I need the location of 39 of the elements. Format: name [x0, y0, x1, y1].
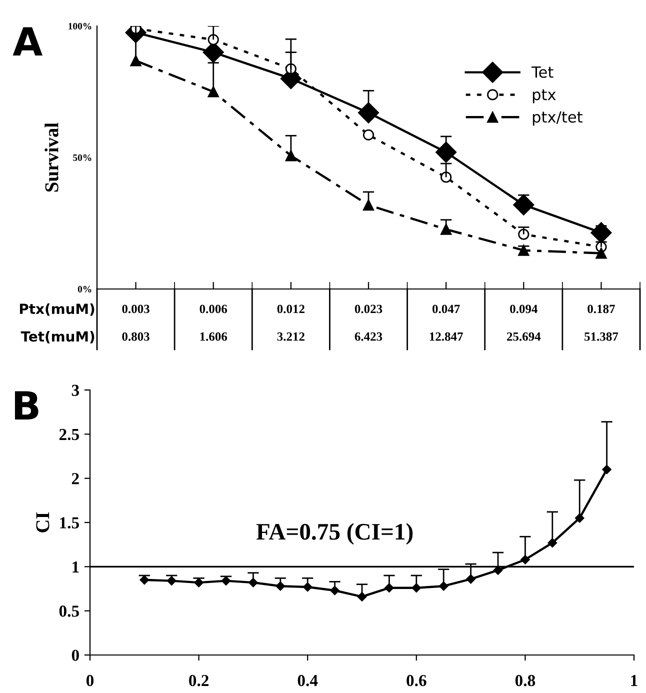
- legend-label: ptx: [532, 89, 556, 104]
- text: 0.803: [122, 332, 150, 341]
- x-tick-label: 0.187: [588, 304, 615, 314]
- legend-label: Tet: [532, 66, 554, 78]
- x-tick-label: 0.006: [200, 304, 228, 314]
- y-axis-title: Survival: [44, 122, 58, 192]
- x-tick-label: 0.047: [432, 304, 460, 314]
- x-tick-label: 0.4: [298, 674, 318, 686]
- x-tick-label: 0.003: [122, 304, 150, 314]
- x-tick-label: 0.012: [277, 304, 304, 314]
- text: 25.694: [506, 332, 541, 341]
- y-tick-label: 1.5: [60, 517, 79, 529]
- y-tick-label: 2.5: [59, 428, 79, 440]
- text: 3.212: [277, 332, 304, 341]
- text: Ptx(muM): [20, 303, 94, 316]
- x-tick-label: 0.023: [354, 304, 382, 314]
- y-tick-label: 2: [72, 473, 79, 484]
- y-tick-label: 50%: [73, 154, 92, 161]
- y-axis-title: CI: [36, 512, 50, 532]
- y-tick-label: 0.5: [59, 606, 79, 617]
- y-tick-label: 0: [72, 650, 79, 661]
- legend-label: ptx/tet: [532, 111, 582, 126]
- chart-title: B: [14, 391, 38, 420]
- y-tick-label: 3: [72, 384, 80, 396]
- text: 51.387: [584, 332, 618, 341]
- x-tick-label: 0.094: [510, 304, 538, 314]
- text: Tet(muM): [20, 330, 94, 344]
- x-tick-label: 0.8: [515, 674, 536, 686]
- ref-line-label: FA=0.75 (CI=1): [256, 523, 413, 545]
- x-tick-label: 1: [631, 675, 638, 686]
- chart-title: A: [12, 27, 43, 56]
- x-tick-label: 0.6: [406, 674, 426, 686]
- text: 12.847: [430, 332, 463, 341]
- y-tick-label: 0%: [78, 286, 92, 292]
- y-tick-label: 100%: [68, 22, 92, 30]
- text: 6.423: [354, 332, 382, 341]
- y-tick-label: 1: [72, 561, 79, 572]
- x-tick-label: 0.2: [189, 674, 208, 686]
- text: 1.606: [200, 332, 228, 341]
